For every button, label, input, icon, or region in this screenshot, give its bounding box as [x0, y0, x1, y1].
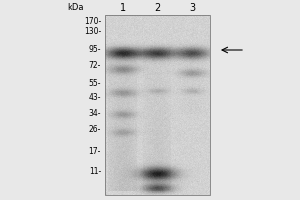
Text: 2: 2 — [154, 3, 160, 13]
Text: 130-: 130- — [84, 27, 101, 36]
Bar — [105, 15, 210, 195]
Text: 34-: 34- — [88, 108, 101, 117]
Text: 43-: 43- — [88, 92, 101, 102]
Text: 26-: 26- — [88, 124, 101, 134]
Text: 11-: 11- — [89, 168, 101, 176]
Text: kDa: kDa — [67, 3, 83, 12]
Text: 95-: 95- — [88, 46, 101, 54]
Text: 170-: 170- — [84, 18, 101, 26]
Text: 55-: 55- — [88, 78, 101, 88]
Text: 72-: 72- — [88, 60, 101, 70]
Text: 1: 1 — [120, 3, 126, 13]
Text: 17-: 17- — [88, 148, 101, 156]
Text: 3: 3 — [189, 3, 195, 13]
